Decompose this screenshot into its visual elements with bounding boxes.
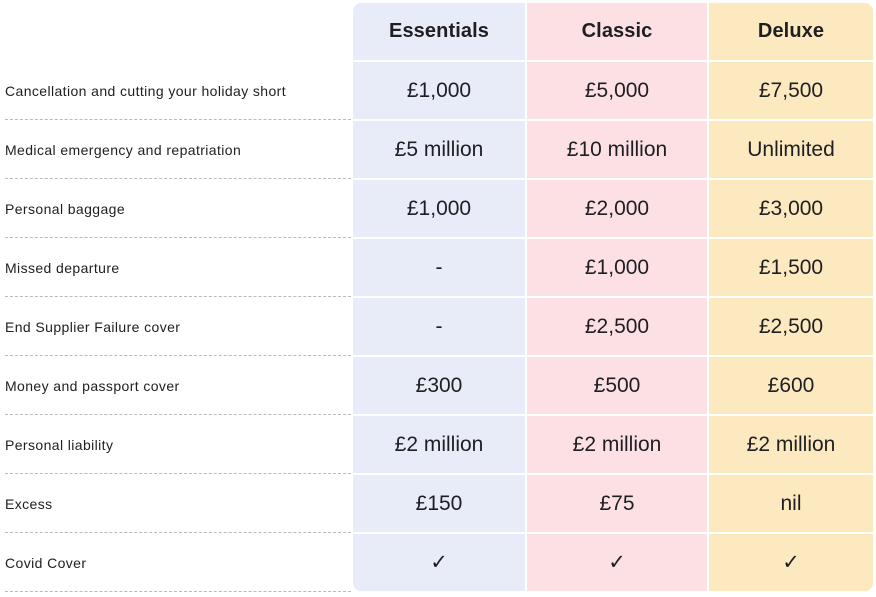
row-divider [5, 296, 351, 297]
essentials-value: £1,000 [406, 196, 472, 220]
essentials-value: - [435, 255, 443, 279]
row-label: Personal liability [5, 436, 114, 453]
table-row: Excess £150 £75 nil [0, 474, 876, 533]
deluxe-value: Unlimited [747, 137, 835, 161]
table-row: Personal baggage £1,000 £2,000 £3,000 [0, 179, 876, 238]
essentials-value: £300 [415, 373, 463, 397]
classic-check-icon: ✓ [608, 551, 626, 574]
classic-value: £1,000 [584, 255, 650, 279]
table-row: Missed departure - £1,000 £1,500 [0, 238, 876, 297]
column-divider [353, 178, 873, 180]
deluxe-value: £2 million [746, 432, 836, 456]
row-divider [5, 355, 351, 356]
deluxe-value: nil [780, 491, 802, 515]
essentials-value: £1,000 [406, 78, 472, 102]
row-divider [5, 119, 351, 120]
deluxe-header: Deluxe [757, 20, 825, 42]
essentials-value: £2 million [394, 432, 484, 456]
row-divider [5, 591, 351, 592]
row-divider [5, 237, 351, 238]
row-divider [5, 532, 351, 533]
table-row: Cancellation and cutting your holiday sh… [0, 61, 876, 120]
row-label: Excess [5, 495, 53, 512]
table-row: Covid Cover ✓ ✓ ✓ [0, 533, 876, 592]
essentials-header: Essentials [389, 20, 489, 42]
deluxe-value: £3,000 [758, 196, 824, 220]
classic-value: £75 [599, 491, 635, 515]
table-row: Money and passport cover £300 £500 £600 [0, 356, 876, 415]
column-divider [353, 532, 873, 534]
row-label: Covid Cover [5, 554, 87, 571]
classic-value: £10 million [566, 137, 668, 161]
essentials-check-icon: ✓ [430, 551, 448, 574]
row-divider [5, 414, 351, 415]
column-divider [353, 119, 873, 121]
column-divider [353, 355, 873, 357]
classic-value: £2,000 [584, 196, 650, 220]
table-row: Medical emergency and repatriation £5 mi… [0, 120, 876, 179]
deluxe-value: £1,500 [758, 255, 824, 279]
deluxe-check-icon: ✓ [782, 551, 800, 574]
deluxe-value: £600 [767, 373, 815, 397]
deluxe-value: £2,500 [758, 314, 824, 338]
classic-value: £500 [593, 373, 641, 397]
row-divider [5, 473, 351, 474]
column-divider [353, 473, 873, 475]
column-divider [353, 237, 873, 239]
table-row: Personal liability £2 million £2 million… [0, 415, 876, 474]
classic-value: £5,000 [584, 78, 650, 102]
row-label: Missed departure [5, 259, 120, 276]
column-divider [353, 60, 873, 62]
column-divider [353, 296, 873, 298]
column-divider [353, 414, 873, 416]
row-divider [5, 178, 351, 179]
deluxe-value: £7,500 [758, 78, 824, 102]
essentials-value: - [435, 314, 443, 338]
classic-header: Classic [581, 20, 653, 42]
row-label: Personal baggage [5, 200, 126, 217]
classic-value: £2,500 [584, 314, 650, 338]
row-label: Medical emergency and repatriation [5, 141, 242, 158]
row-label: End Supplier Failure cover [5, 318, 181, 335]
essentials-value: £150 [415, 491, 463, 515]
row-label: Money and passport cover [5, 377, 180, 394]
classic-value: £2 million [572, 432, 662, 456]
essentials-value: £5 million [394, 137, 484, 161]
table-row: End Supplier Failure cover - £2,500 £2,5… [0, 297, 876, 356]
row-label: Cancellation and cutting your holiday sh… [5, 82, 287, 99]
